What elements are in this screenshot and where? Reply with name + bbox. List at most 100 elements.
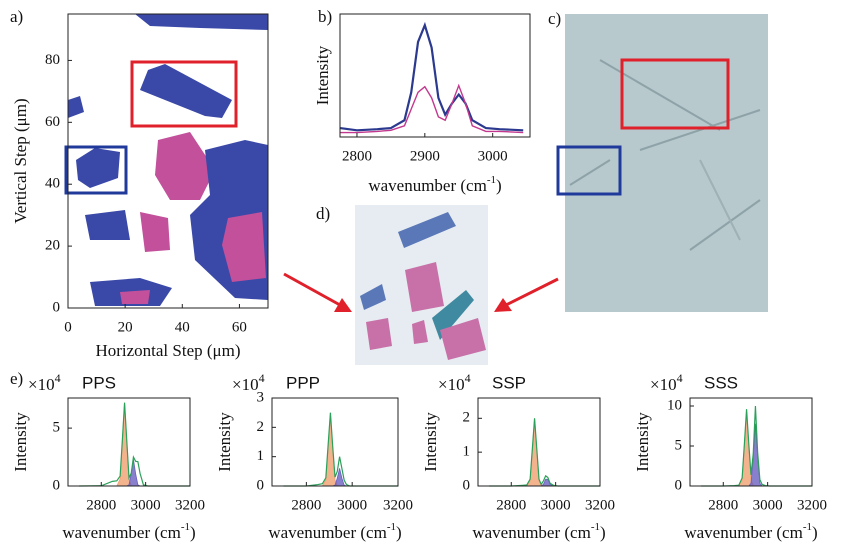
x-tick-label: 40 (175, 319, 190, 335)
axis-multiplier-base: ×10 (28, 375, 55, 394)
x-tick-label: 20 (118, 319, 133, 335)
axes-frame (67, 13, 269, 309)
peak-area (489, 418, 600, 487)
x-axis-label-text: wavenumber (cm (684, 523, 802, 542)
y-tick-label: 0 (53, 299, 61, 315)
x-axis-label-text: ) (396, 523, 402, 542)
x-axis-label-sup: -1 (387, 521, 396, 533)
peak-area (283, 468, 398, 487)
micrograph-image (556, 14, 768, 312)
y-axis-label: Vertical Step (μm) (11, 98, 30, 223)
panel-label: a) (10, 7, 23, 26)
y-axis-label: Intensity (11, 412, 30, 472)
x-axis-label-sup: -1 (487, 174, 496, 186)
arrows (283, 272, 559, 312)
y-tick-label: 5 (675, 437, 683, 453)
y-tick-label: 2 (463, 410, 471, 426)
x-tick-label: 3200 (585, 497, 615, 513)
y-tick-label: 0 (257, 477, 265, 493)
x-axis-label-sup: -1 (591, 521, 600, 533)
panel-label: c) (548, 9, 561, 28)
x-axis-label: wavenumber (cm-1) (62, 521, 195, 542)
subplot-title: SSP (492, 373, 526, 392)
subplot-title: PPS (82, 373, 116, 392)
subplot-title: PPP (286, 373, 320, 392)
y-tick-label: 1 (463, 444, 471, 460)
peak-area (79, 459, 190, 487)
x-axis-label-text: ) (600, 523, 606, 542)
subplot-title: SSS (704, 373, 738, 392)
x-tick-label: 2800 (496, 497, 526, 513)
axis-multiplier: ×104 (232, 371, 265, 394)
y-axis-label: Intensity (313, 45, 332, 105)
x-tick-label: 0 (64, 319, 72, 335)
axis-multiplier: ×104 (650, 371, 683, 394)
axis-multiplier-exp: 4 (55, 371, 61, 385)
y-tick-label: 60 (45, 114, 60, 130)
peak-area (489, 478, 600, 487)
y-tick-label: 0 (463, 477, 471, 493)
x-tick-label: 2800 (86, 497, 116, 513)
axis-multiplier-exp: 4 (677, 371, 683, 385)
panel-label: b) (318, 7, 332, 26)
overlay-image (355, 205, 488, 365)
x-tick-label: 3000 (541, 497, 571, 513)
y-axis-label: Intensity (633, 412, 652, 472)
x-tick-label: 3000 (478, 148, 508, 164)
x-axis-label-sup: -1 (181, 521, 190, 533)
axis-multiplier: ×104 (28, 371, 61, 394)
axes-frame (477, 397, 601, 487)
axes-frame (689, 397, 813, 487)
x-axis-label: wavenumber (cm-1) (472, 521, 605, 542)
x-axis-label-text: wavenumber (cm (62, 523, 180, 542)
x-axis-label: Horizontal Step (μm) (95, 341, 240, 360)
y-axis-label: Intensity (421, 412, 440, 472)
axis-multiplier-base: ×10 (232, 375, 259, 394)
axes-frame (339, 13, 531, 138)
x-tick-label: 3000 (337, 497, 367, 513)
x-axis-label-sup: -1 (803, 521, 812, 533)
x-tick-label: 2800 (291, 497, 321, 513)
y-tick-label: 0 (53, 477, 61, 493)
y-tick-label: 10 (667, 397, 682, 413)
x-axis-label-text: ) (190, 523, 196, 542)
axis-multiplier-exp: 4 (465, 371, 471, 385)
x-axis-label: wavenumber (cm-1) (684, 521, 817, 542)
x-axis-label-text: wavenumber (cm (268, 523, 386, 542)
x-tick-label: 3000 (131, 497, 161, 513)
x-tick-label: 60 (232, 319, 247, 335)
y-tick-label: 20 (45, 238, 60, 254)
map-image (64, 14, 268, 308)
x-axis-label-text: wavenumber (cm (472, 523, 590, 542)
y-tick-label: 0 (675, 477, 683, 493)
axis-multiplier-base: ×10 (650, 375, 677, 394)
axis-multiplier: ×104 (438, 371, 471, 394)
axis-multiplier-exp: 4 (259, 371, 265, 385)
x-tick-label: 3200 (175, 497, 205, 513)
spectrum-line (339, 21, 524, 132)
y-tick-label: 40 (45, 176, 60, 192)
x-tick-label: 3200 (797, 497, 827, 513)
x-axis-label-text: ) (496, 176, 502, 195)
spectrum-line (340, 83, 524, 134)
y-tick-label: 80 (45, 52, 60, 68)
fit-line (489, 418, 600, 487)
fit-line (79, 402, 190, 487)
axes-frame (271, 397, 399, 487)
axis-multiplier-base: ×10 (438, 375, 465, 394)
x-axis-label: wavenumber (cm-1) (368, 174, 501, 195)
y-tick-label: 5 (53, 420, 61, 436)
axes-frame (67, 397, 191, 487)
x-tick-label: 3200 (383, 497, 413, 513)
x-tick-label: 2800 (342, 148, 372, 164)
x-axis-label-text: wavenumber (cm (368, 176, 486, 195)
y-tick-label: 2 (257, 419, 265, 435)
y-tick-label: 3 (257, 389, 265, 405)
x-tick-label: 3000 (753, 497, 783, 513)
x-axis-label: wavenumber (cm-1) (268, 521, 401, 542)
panel-label: e) (10, 369, 23, 388)
y-axis-label: Intensity (215, 412, 234, 472)
x-tick-label: 2800 (708, 497, 738, 513)
y-tick-label: 1 (257, 448, 265, 464)
